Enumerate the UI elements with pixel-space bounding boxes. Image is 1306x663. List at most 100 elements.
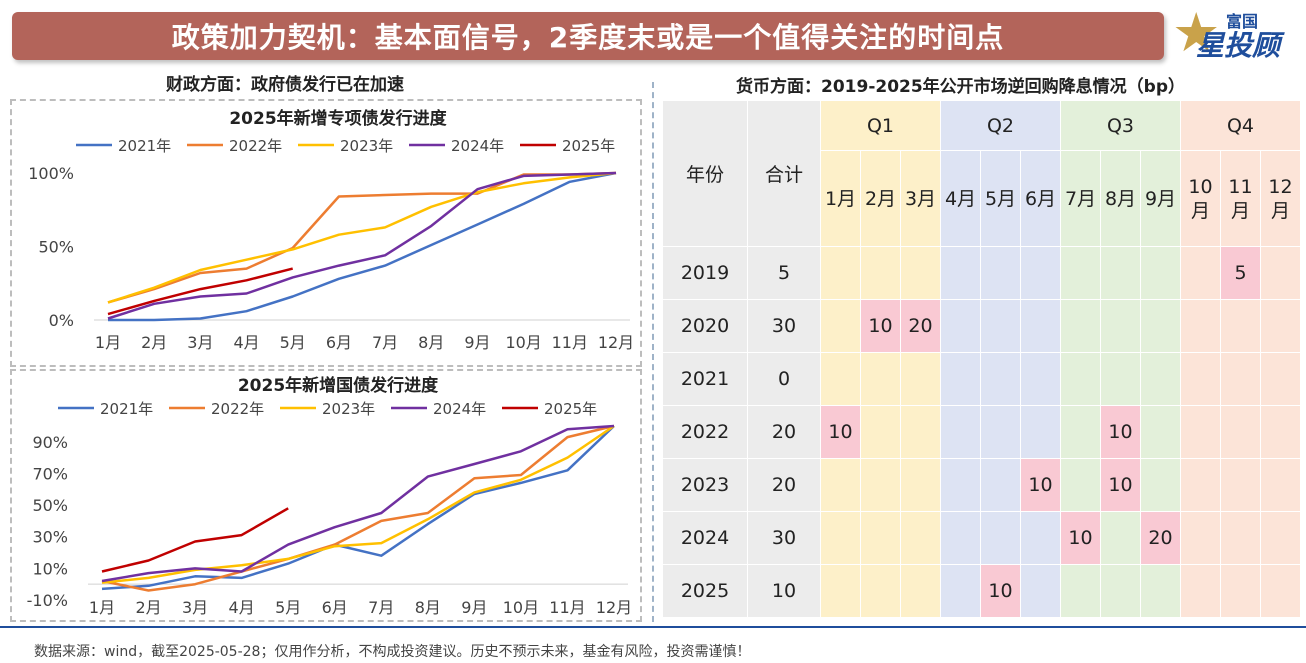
x-tick-label: 6月 [326,333,352,352]
rate-cut-cell [820,246,861,300]
rate-cut-cell [1140,564,1181,618]
table-row: 2019 5 5 [662,246,1301,300]
x-tick-label: 12月 [596,598,632,617]
x-tick-label: 9月 [464,333,490,352]
legend-label: 2025年 [544,400,597,418]
rate-cut-cell [820,299,861,353]
rate-cut-cell [1180,564,1221,618]
legend-label: 2025年 [562,137,615,155]
month-header: 5月 [980,150,1021,247]
chart-title: 2025年新增专项债发行进度 [229,108,447,129]
rate-cut-cell [1100,564,1141,618]
legend-label: 2024年 [433,400,486,418]
month-header: 6月 [1020,150,1061,247]
rate-cut-cell [1260,246,1301,300]
y-tick-label: 50% [32,496,68,515]
total-cell: 5 [747,246,821,300]
total-cell: 30 [747,511,821,565]
rate-cut-cell [1100,511,1141,565]
month-header: 8月 [1100,150,1141,247]
rate-cut-cell [1260,511,1301,565]
quarter-header: Q2 [940,100,1061,151]
year-cell: 2019 [662,246,748,300]
year-cell: 2023 [662,458,748,512]
x-tick-label: 10月 [503,598,539,617]
rate-cut-cell [1180,352,1221,406]
rate-cut-cell [860,458,901,512]
total-cell: 20 [747,458,821,512]
y-tick-label: 30% [32,528,68,547]
rate-cut-cell [1060,564,1101,618]
series-line [101,425,615,591]
rate-cut-cell [1220,299,1261,353]
series-line [101,424,615,584]
table-row: 2022 20 10 10 [662,405,1301,459]
left-section-title: 财政方面：政府债发行已在加速 [166,75,404,95]
rate-cut-cell [820,511,861,565]
y-tick-label: 70% [32,464,68,483]
rate-cut-cell: 10 [1060,511,1101,565]
series-line [107,171,617,304]
legend-label: 2021年 [100,400,153,418]
x-tick-label: 12月 [598,333,634,352]
rate-cut-cell [940,352,981,406]
legend-label: 2021年 [118,137,171,155]
treasury-bond-chart-box: 2025年新增国债发行进度 2021年 2022年 2023年 2024年 2025年 90… [10,369,642,622]
rate-cut-cell [1260,352,1301,406]
series-line [107,171,617,304]
quarter-header: Q1 [820,100,941,151]
rate-cut-cell [1180,405,1221,459]
year-cell: 2020 [662,299,748,353]
x-tick-label: 10月 [505,333,541,352]
rate-cut-cell [860,405,901,459]
x-tick-label: 7月 [368,598,394,617]
y-tick-label: 10% [32,559,68,578]
x-tick-label: 3月 [182,598,208,617]
x-tick-label: 4月 [233,333,259,352]
special-bond-chart-box: 2025年新增专项债发行进度 2021年 2022年 2023年 2024年 2025年 1… [10,99,642,367]
x-tick-label: 8月 [418,333,444,352]
legend-label: 2024年 [451,137,504,155]
special-bond-chart: 2025年新增专项债发行进度 2021年 2022年 2023年 2024年 2025年 1… [28,108,634,352]
rate-cut-cell [1220,564,1261,618]
month-header: 4月 [940,150,981,247]
total-cell: 20 [747,405,821,459]
x-tick-label: 9月 [461,598,487,617]
rate-cut-cell [940,246,981,300]
y-tick-label: 100% [28,164,74,183]
x-tick-label: 5月 [280,333,306,352]
year-cell: 2025 [662,564,748,618]
reverse-repo-table: 年份 合计 Q1 Q2 Q3 Q4 1月 2月 3月 4月 5月 6月 7月 8月 9月 10 月 11 月 12 月 2… [662,100,1301,618]
table-row: 2025 10 10 [662,564,1301,618]
rate-cut-cell [1020,564,1061,618]
month-header: 10 月 [1180,150,1221,247]
rate-cut-cell [1220,405,1261,459]
rate-cut-cell: 10 [1020,458,1061,512]
rate-cut-cell [1140,352,1181,406]
rate-cut-cell [940,405,981,459]
star-icon: ★ [1172,1,1221,64]
rate-cut-cell [1100,352,1141,406]
rate-cut-cell [1060,405,1101,459]
rate-cut-cell [980,352,1021,406]
series-line [107,267,294,316]
rate-cut-cell [1180,246,1221,300]
rate-cut-cell: 10 [820,405,861,459]
rate-cut-cell [820,564,861,618]
series-line [108,171,617,322]
y-tick-label: 50% [38,238,74,257]
rate-cut-cell [900,405,941,459]
month-header: 2月 [860,150,901,247]
month-header: 11 月 [1220,150,1261,247]
chart-title: 2025年新增国债发行进度 [238,375,439,396]
legend-label: 2022年 [229,137,282,155]
logo-main-text: 星投顾 [1196,29,1281,62]
rate-cut-cell [980,511,1021,565]
table-row: 2023 20 10 10 [662,458,1301,512]
rate-cut-cell [820,352,861,406]
rate-cut-cell: 5 [1220,246,1261,300]
rate-cut-cell [1260,405,1301,459]
rate-cut-cell [900,352,941,406]
month-header: 7月 [1060,150,1101,247]
rate-cut-cell [860,246,901,300]
